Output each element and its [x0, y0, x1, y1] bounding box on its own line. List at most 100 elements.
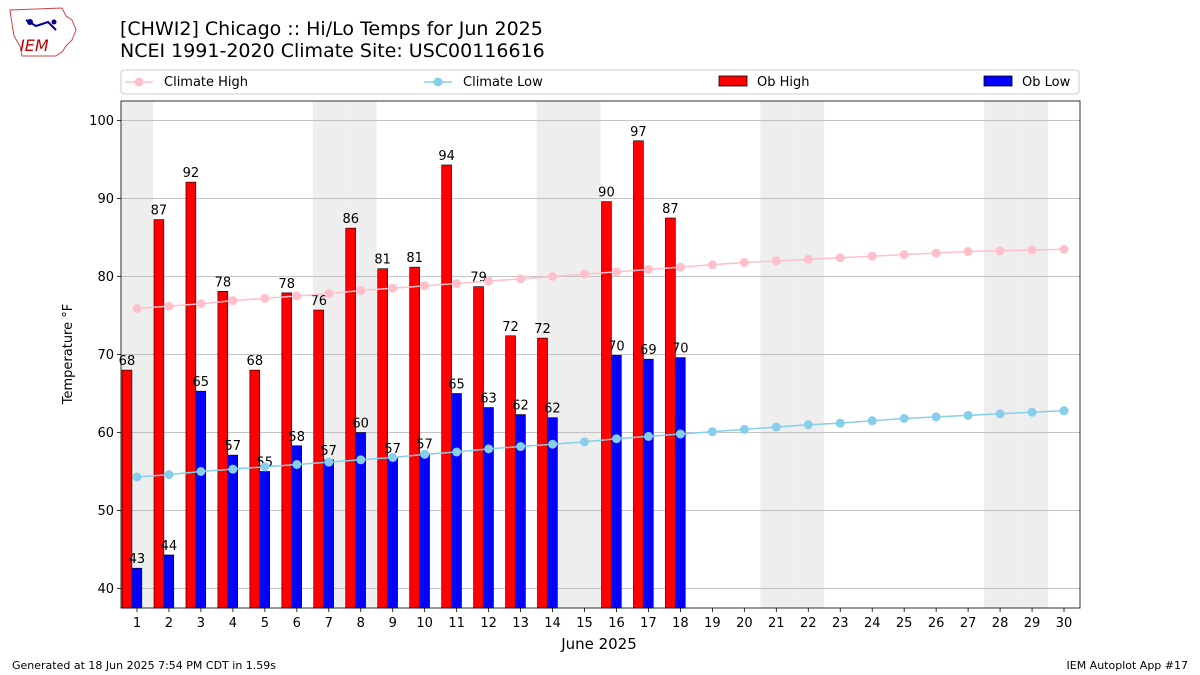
- x-tick-label: 26: [928, 616, 945, 631]
- x-tick-label: 29: [1024, 616, 1041, 631]
- legend-ob-high: Ob High: [718, 75, 810, 90]
- ob-high-bar: [601, 201, 612, 609]
- ob-high-bar-label: 78: [279, 277, 296, 292]
- climate-high-line: [136, 248, 1065, 310]
- svg-text:IEM: IEM: [20, 36, 49, 55]
- climate-low-point: [867, 416, 877, 426]
- x-tick-label: 22: [800, 616, 817, 631]
- ob-low-bar: [323, 459, 334, 609]
- climate-low-point: [356, 455, 366, 465]
- ob-low-bar: [419, 453, 430, 609]
- legend-climate-low: Climate Low: [424, 75, 543, 90]
- ob-low-bar-label: 57: [416, 438, 433, 453]
- climate-low-point: [228, 464, 238, 474]
- climate-high-point: [292, 291, 302, 301]
- x-tick-label: 10: [416, 616, 433, 631]
- ob-high-bar: [185, 181, 197, 609]
- x-tick-label: 9: [389, 616, 397, 631]
- ob-high-bar-label: 68: [247, 354, 264, 369]
- climate-high-point: [260, 293, 270, 303]
- climate-low-point: [132, 472, 142, 482]
- ob-high-bar-label: 94: [438, 149, 455, 164]
- ob-high-bar: [633, 140, 644, 609]
- climate-low-point: [995, 409, 1005, 419]
- ob-high-bar: [505, 335, 516, 609]
- climate-high-point: [452, 279, 462, 289]
- climate-low-point: [1027, 407, 1037, 417]
- climate-low-point: [452, 447, 462, 457]
- x-tick-label: 1: [133, 616, 141, 631]
- ob-high-bar: [377, 268, 388, 609]
- climate-low-point: [707, 427, 717, 437]
- y-tick-label: 60: [97, 426, 114, 441]
- climate-low-line: [136, 409, 1065, 478]
- climate-low-point: [963, 410, 973, 420]
- y-tick-label: 100: [89, 114, 114, 129]
- climate-high-point: [707, 260, 717, 270]
- svg-text:Ob Low: Ob Low: [1022, 75, 1071, 90]
- climate-high-point: [356, 286, 366, 296]
- climate-low-point: [388, 452, 398, 462]
- climate-high-point: [867, 251, 877, 261]
- ob-low-bar-label: 43: [129, 552, 146, 567]
- climate-low-point: [643, 431, 653, 441]
- ob-high-bar-label: 76: [310, 294, 327, 309]
- legend: Climate High Climate Low Ob High Ob Low: [120, 69, 1080, 95]
- ob-low-bar: [483, 407, 494, 609]
- ob-low-bar-label: 44: [161, 539, 178, 554]
- ob-high-bar-label: 92: [183, 166, 200, 181]
- climate-high-point: [324, 289, 334, 299]
- climate-high-point: [995, 246, 1005, 256]
- ob-high-bar-label: 97: [630, 125, 647, 140]
- x-axis-label: June 2025: [560, 635, 637, 653]
- y-tick-label: 80: [97, 270, 114, 285]
- x-tick-label: 6: [293, 616, 301, 631]
- climate-low-point: [803, 420, 813, 430]
- climate-high-point: [643, 264, 653, 274]
- climate-low-point: [420, 449, 430, 459]
- chart-subtitle: NCEI 1991-2020 Climate Site: USC00116616: [120, 40, 545, 62]
- climate-high-point: [803, 254, 813, 264]
- ob-high-bar-label: 78: [215, 275, 232, 290]
- x-tick-label: 23: [832, 616, 849, 631]
- x-tick-label: 17: [640, 616, 657, 631]
- x-tick-label: 18: [672, 616, 689, 631]
- climate-high-point: [132, 303, 142, 313]
- app-id: IEM Autoplot App #17: [1066, 659, 1189, 672]
- climate-high-point: [580, 269, 590, 279]
- ob-low-bar-label: 57: [320, 444, 337, 459]
- x-tick-label: 25: [896, 616, 913, 631]
- ob-low-bar-label: 70: [608, 339, 625, 354]
- iem-logo: IEM: [9, 7, 77, 57]
- svg-text:Climate High: Climate High: [164, 75, 248, 90]
- chart-title: [CHWI2] Chicago :: Hi/Lo Temps for Jun 2…: [120, 18, 543, 40]
- ob-high-bar-label: 81: [374, 253, 391, 268]
- climate-high-point: [548, 272, 558, 281]
- climate-high-point: [931, 248, 941, 258]
- x-tick-label: 4: [229, 616, 237, 631]
- ob-high-bar: [249, 369, 261, 609]
- climate-low-point: [771, 422, 781, 432]
- ob-low-bar-label: 60: [352, 417, 369, 432]
- ob-low-bar-label: 70: [672, 342, 689, 357]
- ob-low-bar: [163, 554, 175, 609]
- ob-low-bar-label: 65: [193, 375, 210, 390]
- x-tick-label: 13: [512, 616, 529, 631]
- climate-high-point: [675, 262, 685, 272]
- climate-high-point: [835, 253, 845, 263]
- ob-low-bar: [195, 390, 207, 609]
- climate-low-point: [580, 437, 590, 447]
- x-tick-label: 27: [960, 616, 977, 631]
- y-tick-label: 40: [97, 582, 114, 597]
- x-tick-label: 19: [704, 616, 721, 631]
- ob-high-bar: [537, 337, 548, 609]
- legend-ob-low: Ob Low: [983, 75, 1071, 90]
- ob-high-bar: [121, 369, 133, 609]
- ob-low-bar: [451, 393, 462, 609]
- x-tick-label: 24: [864, 616, 881, 631]
- ob-high-bar: [281, 292, 293, 609]
- climate-high-point: [484, 276, 494, 286]
- x-tick-label: 21: [768, 616, 785, 631]
- x-tick-label: 30: [1056, 616, 1073, 631]
- ob-high-bar-label: 86: [342, 212, 359, 227]
